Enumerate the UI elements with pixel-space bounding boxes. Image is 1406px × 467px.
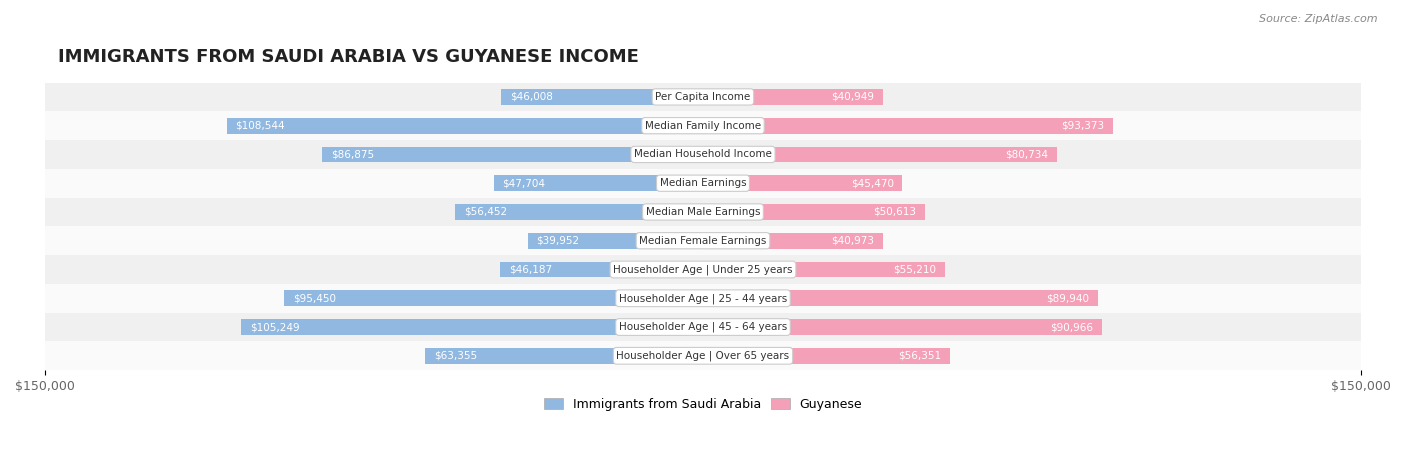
Legend: Immigrants from Saudi Arabia, Guyanese: Immigrants from Saudi Arabia, Guyanese [538,393,868,416]
Text: $45,470: $45,470 [851,178,894,188]
Bar [45,255,1361,284]
Text: $56,351: $56,351 [898,351,942,361]
Bar [284,290,703,306]
Bar [501,89,703,105]
Bar [703,290,1098,306]
Text: $56,452: $56,452 [464,207,508,217]
Bar [45,341,1361,370]
Text: Householder Age | 25 - 44 years: Householder Age | 25 - 44 years [619,293,787,304]
Text: $80,734: $80,734 [1005,149,1049,159]
Bar [703,175,903,191]
Bar [45,83,1361,111]
Text: Median Household Income: Median Household Income [634,149,772,159]
Bar [501,262,703,277]
Text: Median Family Income: Median Family Income [645,120,761,131]
Text: $90,966: $90,966 [1050,322,1094,332]
Bar [456,204,703,220]
Bar [527,233,703,248]
Bar [45,226,1361,255]
Bar [45,169,1361,198]
Text: IMMIGRANTS FROM SAUDI ARABIA VS GUYANESE INCOME: IMMIGRANTS FROM SAUDI ARABIA VS GUYANESE… [58,48,638,66]
Bar [226,118,703,134]
Bar [45,111,1361,140]
Text: Median Earnings: Median Earnings [659,178,747,188]
Bar [703,118,1112,134]
Text: Householder Age | 45 - 64 years: Householder Age | 45 - 64 years [619,322,787,333]
Bar [45,312,1361,341]
Text: $55,210: $55,210 [893,264,936,275]
Bar [703,89,883,105]
Bar [242,319,703,335]
Bar [703,204,925,220]
Bar [703,147,1057,163]
Text: $40,973: $40,973 [831,236,875,246]
Bar [703,348,950,364]
Text: $108,544: $108,544 [236,120,285,131]
Text: $46,187: $46,187 [509,264,553,275]
Text: Source: ZipAtlas.com: Source: ZipAtlas.com [1260,14,1378,24]
Text: Householder Age | Under 25 years: Householder Age | Under 25 years [613,264,793,275]
Text: $40,949: $40,949 [831,92,875,102]
Bar [703,319,1102,335]
Bar [45,284,1361,312]
Bar [703,262,945,277]
Text: $105,249: $105,249 [250,322,299,332]
Text: $86,875: $86,875 [330,149,374,159]
Text: $63,355: $63,355 [434,351,477,361]
Bar [703,233,883,248]
Text: $95,450: $95,450 [292,293,336,303]
Text: Median Female Earnings: Median Female Earnings [640,236,766,246]
Text: Median Male Earnings: Median Male Earnings [645,207,761,217]
Text: $46,008: $46,008 [510,92,553,102]
Text: $89,940: $89,940 [1046,293,1088,303]
Bar [45,140,1361,169]
Bar [425,348,703,364]
Text: $47,704: $47,704 [502,178,546,188]
Bar [322,147,703,163]
Text: Householder Age | Over 65 years: Householder Age | Over 65 years [616,351,790,361]
Text: $39,952: $39,952 [537,236,579,246]
Bar [45,198,1361,226]
Text: $50,613: $50,613 [873,207,917,217]
Bar [494,175,703,191]
Text: Per Capita Income: Per Capita Income [655,92,751,102]
Text: $93,373: $93,373 [1060,120,1104,131]
